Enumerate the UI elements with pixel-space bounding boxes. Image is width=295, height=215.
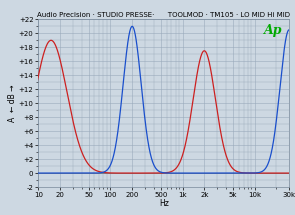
Text: Ap: Ap	[264, 24, 283, 37]
Y-axis label: A  ← dB →: A ← dB →	[8, 84, 17, 122]
X-axis label: Hz: Hz	[159, 199, 169, 208]
Title: Audio Precision · STUDIO PRESSE·      TOOLMOD · TM105 · LO MID Hi MID: Audio Precision · STUDIO PRESSE· TOOLMOD…	[37, 12, 290, 18]
